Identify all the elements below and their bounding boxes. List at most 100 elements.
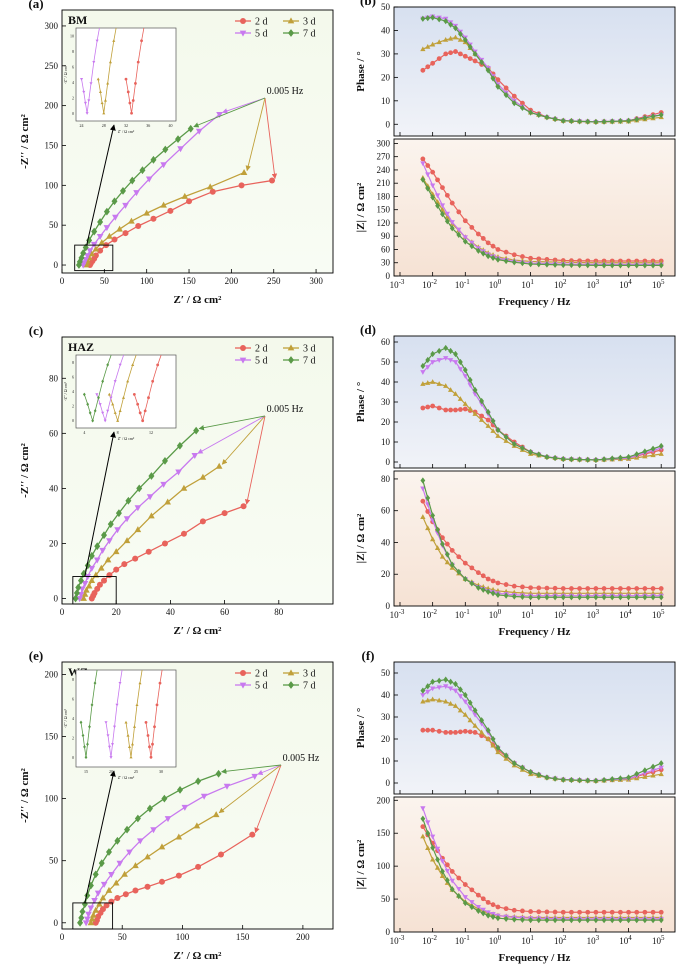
- annotation-arrow: [245, 97, 266, 172]
- data-point: [447, 35, 454, 41]
- inset-data-point: [121, 396, 126, 399]
- data-point: [577, 586, 582, 591]
- data-point: [642, 771, 648, 776]
- data-point: [80, 594, 87, 601]
- data-point: [449, 220, 455, 225]
- y-tick-label: 200: [377, 795, 391, 805]
- y-tick-label: 40: [381, 25, 391, 35]
- data-point: [132, 862, 139, 869]
- inset-data-point: [93, 681, 97, 685]
- data-point: [434, 193, 441, 199]
- data-point: [495, 77, 501, 83]
- data-point: [103, 207, 110, 216]
- annotation-arrow: [257, 764, 282, 775]
- phase-subplot: 0 10 20 30 40 50 Phase / °: [355, 2, 676, 137]
- data-point: [452, 391, 459, 396]
- legend-marker: [240, 670, 246, 676]
- data-point: [503, 592, 509, 599]
- data-point: [560, 261, 566, 269]
- data-point: [490, 75, 496, 82]
- y-tick-label: 30: [381, 397, 391, 407]
- data-point: [186, 198, 193, 205]
- data-point: [617, 917, 623, 924]
- y-tick-label: 10: [381, 96, 391, 106]
- data-point: [164, 816, 172, 823]
- data-point: [180, 484, 188, 491]
- inset-data-point: [132, 725, 137, 728]
- x-tick-label: 60: [220, 607, 230, 617]
- series-3d: [82, 168, 248, 268]
- x-tick-label: 10-3: [390, 278, 405, 290]
- inset-data-point: [135, 703, 139, 707]
- data-point: [457, 396, 464, 401]
- x-tick-label: 104: [619, 278, 632, 290]
- data-point: [552, 775, 558, 782]
- data-point: [148, 472, 155, 480]
- legend-marker: [240, 18, 246, 24]
- inset-data-point: [82, 90, 86, 94]
- data-point: [425, 185, 431, 192]
- data-point: [78, 913, 85, 922]
- y-tick-label: 60: [381, 506, 391, 516]
- inset-data-point: [88, 410, 92, 415]
- data-point: [503, 257, 509, 265]
- inset-data-point: [95, 393, 99, 397]
- data-point: [135, 222, 142, 229]
- y-tick-label: 150: [45, 732, 59, 742]
- data-point: [642, 767, 648, 774]
- data-point: [626, 117, 631, 124]
- inset-data-point: [111, 402, 115, 406]
- y-tick-label: 0: [386, 927, 391, 937]
- data-point: [215, 769, 222, 778]
- data-point: [536, 909, 542, 915]
- data-point: [434, 864, 441, 870]
- data-point: [114, 894, 121, 901]
- data-point: [536, 111, 542, 119]
- inset-data-point: [118, 363, 122, 367]
- data-point: [485, 67, 491, 74]
- data-point: [511, 100, 517, 107]
- data-point: [472, 58, 478, 64]
- data-point: [650, 445, 656, 452]
- data-point: [439, 858, 446, 864]
- data-point: [467, 406, 473, 411]
- data-point: [456, 209, 462, 215]
- y-tick-label: 0: [54, 918, 59, 928]
- y-tick-label: 50: [49, 220, 59, 230]
- data-point: [443, 407, 449, 413]
- y-tick-label: 30: [381, 712, 391, 722]
- x-tick-label: 10-1: [455, 934, 470, 946]
- data-point: [160, 162, 167, 169]
- data-point: [160, 201, 167, 208]
- modulus-subplot-frame: [393, 470, 676, 607]
- data-point: [472, 730, 478, 735]
- inset-y-tick-label: 8: [72, 49, 74, 54]
- inset-data-point: [118, 409, 122, 412]
- data-point: [444, 868, 450, 874]
- tick-base: 10: [521, 936, 531, 946]
- data-point: [99, 894, 107, 901]
- inset-data-point: [98, 90, 102, 94]
- inset-data-point: [80, 78, 84, 81]
- y-tick-label: 120: [377, 218, 391, 228]
- data-point: [601, 456, 607, 463]
- data-point: [642, 774, 648, 779]
- y-tick-label: 20: [49, 538, 59, 548]
- inset-data-point: [116, 419, 120, 422]
- data-point: [96, 581, 103, 588]
- data-point: [658, 909, 664, 915]
- data-point: [160, 481, 167, 488]
- data-point: [577, 909, 582, 915]
- data-point: [448, 678, 454, 685]
- data-point: [617, 117, 623, 125]
- inset-data-point: [158, 681, 162, 685]
- data-point: [560, 455, 566, 463]
- data-point: [626, 586, 631, 591]
- legend-label: 3 d: [303, 669, 316, 680]
- data-point: [448, 730, 454, 735]
- data-point: [121, 870, 128, 877]
- data-point: [601, 586, 607, 591]
- series-3d: [80, 462, 223, 601]
- data-point: [440, 185, 445, 191]
